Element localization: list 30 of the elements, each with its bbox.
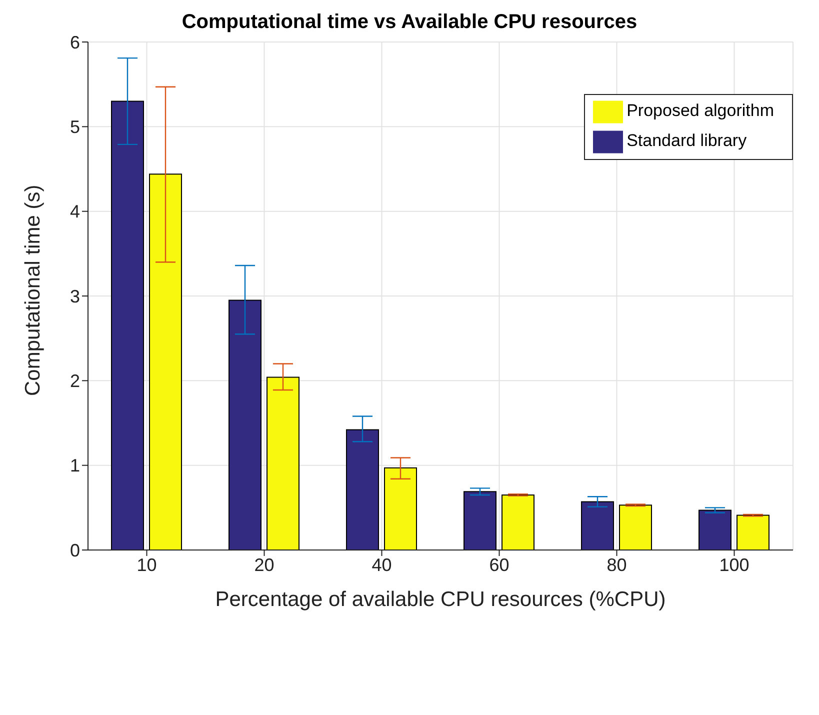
bar	[346, 429, 379, 550]
bar	[111, 100, 144, 550]
bar	[228, 300, 262, 550]
bar	[736, 514, 770, 550]
x-axis-title: Percentage of available CPU resources (%CPU)	[215, 588, 666, 611]
chart-title: Computational time vs Available CPU resources	[182, 11, 638, 33]
legend-label: Proposed algorithm	[626, 101, 774, 120]
y-axis-title: Computational time (s)	[21, 184, 44, 396]
bar	[384, 467, 417, 550]
bar	[619, 504, 652, 550]
x-tick-label: 60	[489, 554, 510, 575]
bar	[698, 510, 732, 550]
bar	[502, 494, 534, 550]
legend-label: Standard library	[626, 131, 747, 150]
y-tick-label: 5	[70, 117, 80, 138]
x-tick-label: 10	[136, 554, 157, 575]
x-tick-label: 100	[719, 554, 750, 575]
y-tick-label: 3	[70, 286, 80, 306]
y-tick-label: 4	[70, 202, 80, 222]
bar	[581, 501, 614, 550]
bar	[149, 174, 182, 550]
y-tick-label: 2	[70, 371, 80, 392]
y-tick-label: 1	[70, 456, 80, 476]
x-tick-label: 80	[606, 554, 627, 575]
bar	[464, 491, 496, 550]
x-tick-label: 20	[254, 554, 274, 575]
y-tick-label: 6	[70, 32, 80, 52]
x-tick-label: 40	[372, 554, 392, 575]
bar	[266, 376, 300, 550]
y-tick-label: 0	[70, 540, 80, 560]
